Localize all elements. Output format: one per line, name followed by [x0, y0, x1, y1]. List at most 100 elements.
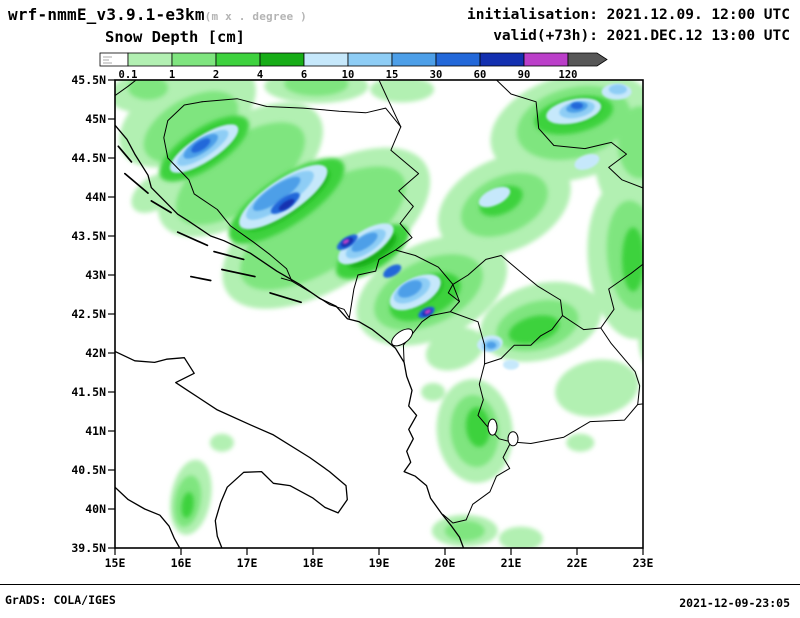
colorbar-label: 1 [169, 69, 175, 81]
snow-contour [181, 492, 194, 519]
colorbar-label: 4 [257, 69, 263, 81]
lat-tick-label: 39.5N [71, 541, 106, 555]
snow-contour [608, 84, 627, 95]
axes: 45.5N 45N 44.5N 44N 43.5N 43N 42.5N 42N 41.5N 41N… [71, 73, 653, 570]
lat-tick-label: 44N [85, 190, 106, 204]
snow-contour [424, 309, 432, 315]
island [213, 250, 245, 261]
colorbar-label: 15 [386, 69, 399, 81]
snow-contour [486, 341, 497, 349]
snow-contour [253, 176, 301, 211]
lake [487, 418, 498, 436]
snow-contour [508, 315, 560, 344]
coastline [115, 350, 348, 548]
colorbar-label: 90 [518, 69, 531, 81]
colorbar-label: 10 [342, 69, 355, 81]
island [221, 268, 256, 278]
colorbar-segment [347, 52, 393, 67]
snow-contour [566, 433, 595, 452]
colorbar-segment [259, 52, 305, 67]
country-border [562, 315, 602, 331]
snow-contour [209, 433, 234, 452]
lat-tick-label: 43.5N [71, 229, 106, 243]
colorbar-overflow-arrow [567, 52, 608, 67]
lon-tick-label: 18E [303, 556, 324, 570]
snow-contour [571, 102, 583, 110]
init-time: initialisation: 2021.12.09. 12:00 UTC [466, 7, 790, 23]
contour-level-90 [342, 238, 432, 315]
colorbar-label: 6 [301, 69, 307, 81]
country-border [600, 327, 641, 405]
colorbar-label: 120 [559, 69, 578, 81]
snow-contour [617, 106, 643, 179]
snow-contour [351, 232, 378, 252]
snow-contour [574, 153, 600, 170]
snow-contour [622, 227, 643, 292]
valid-time: valid(+73h): 2021.DEC.12 13:00 UTC [493, 28, 790, 44]
colorbar-label: 2 [213, 69, 219, 81]
colorbar-segment [127, 52, 173, 67]
lat-tick-label: 45N [85, 112, 106, 126]
lon-tick-label: 16E [171, 556, 192, 570]
colorbar-undef-box [99, 52, 129, 67]
snow-contour [444, 520, 485, 541]
lat-tick-label: 40N [85, 502, 106, 516]
lon-tick-label: 20E [435, 556, 456, 570]
snow-contour [175, 122, 305, 225]
colorbar-segment [215, 52, 261, 67]
lat-tick-label: 40.5N [71, 463, 106, 477]
colorbar-label: 60 [474, 69, 487, 81]
title-line: wrf-nmmE_v3.9.1-e3km(m x . degree ) [8, 5, 307, 24]
colorbar-label: 0.1 [119, 69, 138, 81]
island [150, 200, 172, 214]
island [176, 231, 209, 247]
lon-tick-label: 21E [501, 556, 522, 570]
colorbar-segment [523, 52, 569, 67]
colorbar-segment [435, 52, 481, 67]
country-border [600, 263, 643, 329]
coastline [115, 486, 181, 548]
snow-contour [555, 359, 639, 417]
model-grid-units: (m x . degree ) [204, 10, 307, 23]
colorbar-labels: 0.1 1 2 4 6 10 15 30 60 90 120 [119, 69, 578, 81]
country-border [452, 255, 563, 365]
country-border [291, 280, 350, 319]
country-border [115, 80, 137, 97]
colorbar-segment [171, 52, 217, 67]
creation-timestamp: 2021-12-09-23:05 [679, 596, 790, 610]
colorbar-undef-marks [103, 56, 112, 64]
country-border [496, 80, 643, 189]
lon-tick-label: 15E [105, 556, 126, 570]
lat-tick-label: 41N [85, 424, 106, 438]
island [190, 275, 212, 282]
snow-contour [240, 166, 406, 290]
colorbar-segment [303, 52, 349, 67]
snow-contour [638, 313, 643, 362]
snow-field [115, 80, 643, 548]
island [117, 145, 133, 163]
map-lines [115, 80, 643, 548]
snow-contour [425, 327, 484, 371]
field-title: Snow Depth [cm] [105, 28, 245, 46]
snow-contour [383, 264, 402, 278]
lon-tick-label: 19E [369, 556, 390, 570]
colorbar-segment [479, 52, 525, 67]
country-border [449, 311, 486, 365]
model-title: wrf-nmmE_v3.9.1-e3km [8, 5, 205, 24]
country-border [348, 126, 420, 319]
snow-contour [278, 198, 295, 211]
country-border [163, 101, 293, 282]
lake [391, 328, 414, 347]
grads-credit: GrADS: COLA/IGES [5, 593, 116, 607]
lake [507, 431, 519, 447]
lon-tick-label: 23E [633, 556, 654, 570]
snow-contour [128, 80, 168, 100]
run-info: initialisation: 2021.12.09. 12:00 UTC va… [467, 5, 790, 47]
lat-tick-label: 45.5N [71, 73, 106, 87]
colorbar-segment [391, 52, 437, 67]
snow-contour [421, 383, 446, 401]
lat-tick-label: 43N [85, 268, 106, 282]
lat-tick-label: 42N [85, 346, 106, 360]
snow-contour [370, 80, 435, 103]
